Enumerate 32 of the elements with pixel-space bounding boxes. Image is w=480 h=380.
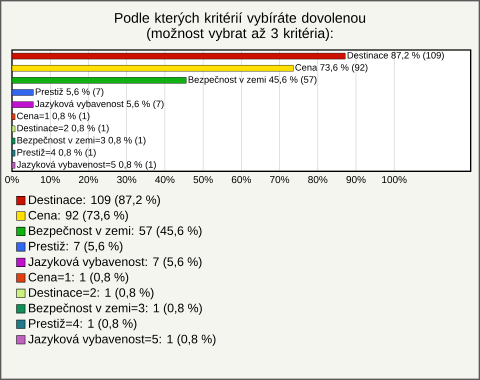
x-tick-label: 30% [117, 176, 136, 184]
data-label: Cena 73,6 % (92) [295, 64, 368, 73]
x-tick-label: 90% [346, 176, 366, 184]
data-label: Destinace=2 0,8 % (1) [17, 124, 109, 134]
data-label: Destinace 87,2 % (109) [348, 52, 444, 60]
legend-label: Destinace: 109 (87,2 %) [29, 195, 160, 207]
legend-label: Prestiž=4: 1 (0,8 %) [29, 318, 136, 330]
legend-label: Jazyková vybavenost=5: 1 (0,8 %) [28, 334, 216, 346]
x-tick-label: 70% [270, 176, 290, 184]
x-tick-label: 20% [78, 176, 98, 184]
legend-label: Cena=1: 1 (0,8 %) [28, 272, 128, 284]
x-tick-label: 10% [40, 176, 60, 184]
legend-label: Destinace=2: 1 (0,8 %) [29, 288, 154, 300]
data-label: Jazyková vybavenost=5 0,8 % (1) [16, 160, 156, 170]
data-label: Cena=1 0,8 % (1) [17, 112, 90, 122]
data-label: Jazyková vybavenost 5,6 % (7) [35, 100, 164, 110]
data-label: Bezpečnost v zemi=3 0,8 % (1) [17, 136, 146, 146]
x-tick-label: 100% [382, 176, 407, 184]
data-label: Prestiž=4 0,8 % (1) [17, 148, 96, 158]
x-tick-label: 80% [308, 176, 328, 184]
x-tick-label: 50% [194, 176, 213, 184]
legend-label: Prestiž: 7 (5,6 %) [29, 241, 122, 253]
legend-label: Bezpečnost v zemi=3: 1 (0,8 %) [29, 303, 202, 315]
chart-title: Podle kterých kritérií vybíráte dovolenou (možnost vybrat až 3 kritéria): [115, 12, 366, 41]
x-tick-label: 40% [155, 176, 175, 184]
data-label: Bezpečnost v zemi 45,6 % (57) [188, 76, 316, 85]
data-label: Prestiž 5,6 % (7) [36, 88, 104, 97]
legend-label: Cena: 92 (73,6 %) [28, 210, 128, 222]
legend-label: Bezpečnost v zemi: 57 (45,6 %) [29, 226, 202, 238]
x-tick-label: 0% [5, 176, 19, 184]
x-tick-label: 60% [232, 176, 251, 184]
legend-label: Jazyková vybavenost: 7 (5,6 %) [28, 256, 202, 268]
